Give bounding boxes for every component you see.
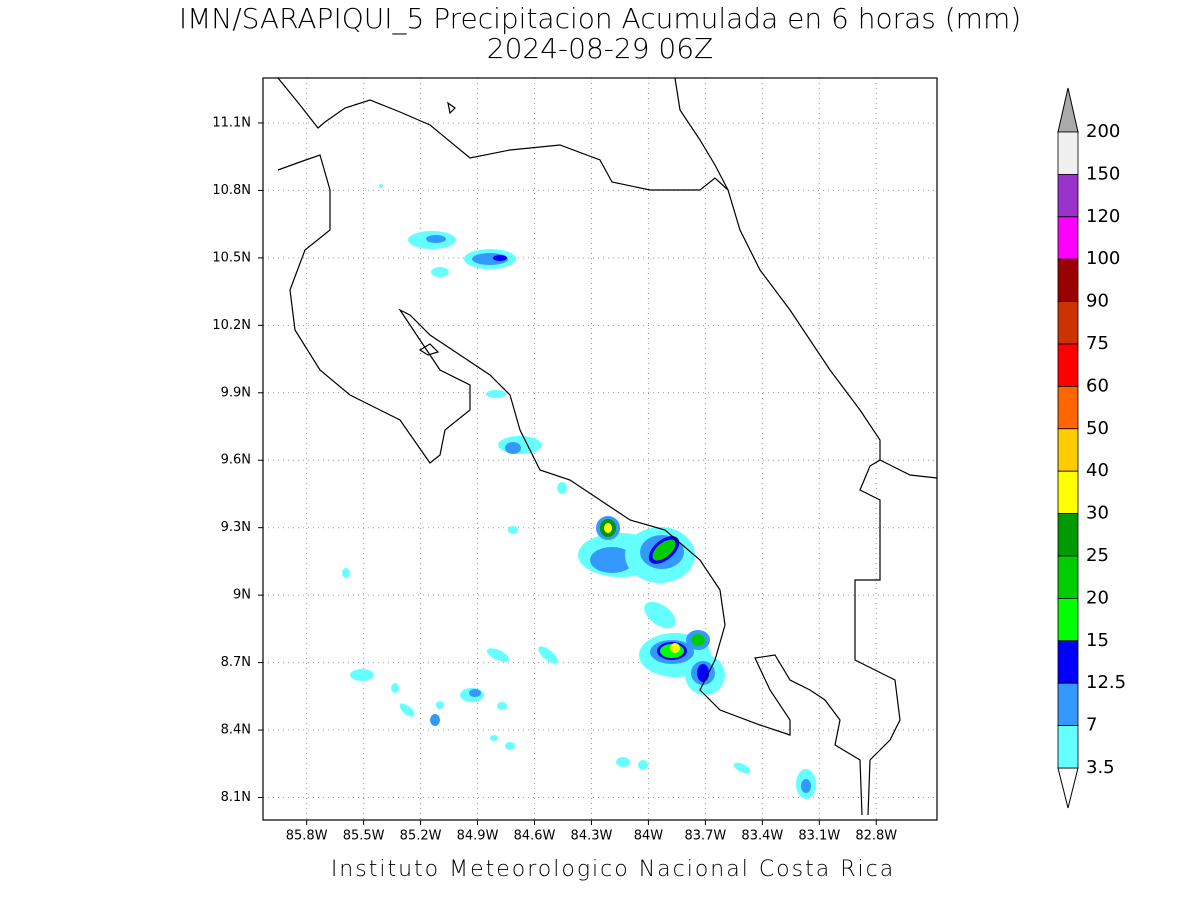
y-tick-label: 10.2N <box>212 318 251 333</box>
precipitation <box>342 184 816 799</box>
y-tick-label: 9N <box>233 588 251 603</box>
colorbar-segment <box>1057 385 1079 430</box>
colorbar-label: 150 <box>1086 163 1120 184</box>
colorbar-label: 40 <box>1086 460 1109 481</box>
colorbar-label: 100 <box>1086 248 1120 269</box>
colorbar-segment <box>1057 428 1079 472</box>
y-tick-label: 9.9N <box>221 385 251 400</box>
colorbar-segment <box>1057 216 1079 260</box>
x-tick-label: 83.1W <box>798 829 840 844</box>
colorbar-segment <box>1057 555 1079 599</box>
colorbar-segment <box>1057 301 1079 345</box>
x-tick-label: 85.8W <box>286 829 328 844</box>
x-tick-label: 85.2W <box>400 829 442 844</box>
x-tick-label: 84.6W <box>514 829 556 844</box>
colorbar-segment <box>1057 258 1079 303</box>
colorbar-label: 3.5 <box>1086 757 1115 778</box>
x-tick-label: 84W <box>634 829 664 844</box>
y-tick-label: 9.3N <box>221 520 251 535</box>
colorbar-label: 15 <box>1086 630 1109 651</box>
colorbar-segment <box>1057 470 1079 515</box>
colorbar-label: 25 <box>1086 545 1109 566</box>
colorbar-segment <box>1057 173 1079 218</box>
colorbar-segment <box>1057 640 1079 684</box>
colorbar-label: 20 <box>1086 587 1109 608</box>
colorbar-label: 60 <box>1086 375 1109 396</box>
title: IMN/SARAPIQUI_5 Precipitacion Acumulada … <box>179 2 1021 36</box>
y-tick-label: 8.1N <box>221 790 251 805</box>
x-tick-label: 84.3W <box>571 829 613 844</box>
colorbar-label: 30 <box>1086 503 1109 524</box>
y-tick-label: 9.6N <box>221 453 251 468</box>
subtitle: 2024-08-29 06Z <box>487 32 713 65</box>
colorbar-label: 7 <box>1086 715 1097 736</box>
x-tick-label: 84.9W <box>457 829 499 844</box>
colorbar-under <box>1057 767 1079 809</box>
y-tick-label: 8.4N <box>221 723 251 738</box>
map-frame <box>262 77 938 821</box>
colorbar-label: 120 <box>1086 206 1120 227</box>
colorbar-segment <box>1057 513 1079 557</box>
y-tick-label: 10.8N <box>212 183 251 198</box>
x-tick-label: 83.4W <box>741 829 783 844</box>
colorbar-segment <box>1057 725 1079 769</box>
colorbar-label: 12.5 <box>1086 672 1126 693</box>
colorbar-segment <box>1057 343 1079 387</box>
colorbar-label: 75 <box>1086 333 1109 354</box>
colorbar-segment <box>1057 682 1079 727</box>
colorbar: 200 150 120 100 90 75 60 50 40 30 25 20 15 12.5 7 3.5 <box>1057 87 1126 809</box>
colorbar-label: 200 <box>1086 121 1120 142</box>
grid <box>263 78 937 820</box>
y-tick-label: 11.1N <box>212 115 251 130</box>
colorbar-over <box>1057 87 1079 133</box>
colorbar-segment <box>1057 598 1079 642</box>
x-tick-label: 82.8W <box>855 829 897 844</box>
y-tick-label: 8.7N <box>221 655 251 670</box>
x-tick-label: 85.5W <box>343 829 385 844</box>
colorbar-label: 90 <box>1086 291 1109 312</box>
colorbar-segment <box>1057 131 1079 175</box>
footer: Instituto Meteorologico Nacional Costa R… <box>331 857 895 882</box>
x-tick-label: 83.7W <box>684 829 726 844</box>
coastline <box>277 77 938 816</box>
colorbar-label: 50 <box>1086 418 1109 439</box>
y-tick-label: 10.5N <box>212 250 251 265</box>
